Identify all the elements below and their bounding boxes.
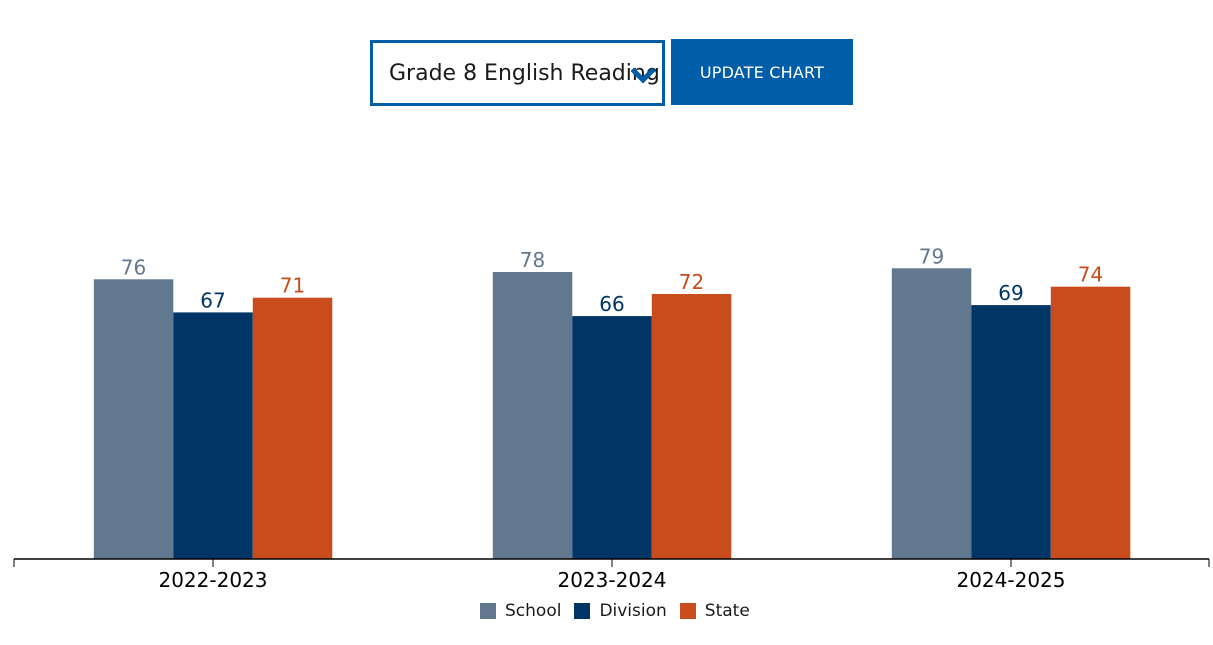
data-label: 74 [1078,263,1103,287]
legend-label: Division [599,601,667,621]
data-label: 78 [520,248,545,272]
chart-controls: Grade 8 English Reading UPDATE CHART [370,39,853,106]
bar-division-2023-2024 [572,316,652,559]
legend-item-division: Division [574,601,667,621]
subject-select[interactable]: Grade 8 English Reading [370,40,665,106]
legend-swatch [679,603,696,619]
legend-item-school: School [480,601,561,621]
legend-item-state: State [679,601,750,621]
bar-state-2024-2025 [1050,286,1131,559]
bar-division-2024-2025 [971,305,1051,559]
bar-division-2022-2023 [173,312,253,559]
data-label: 66 [599,292,624,316]
legend-swatch [574,603,591,619]
update-chart-button[interactable]: UPDATE CHART [671,39,853,105]
bar-school-2023-2024 [492,272,573,559]
bar-state-2023-2024 [651,294,732,559]
legend-label: School [505,601,562,621]
chevron-down-icon [631,67,655,84]
legend-label: State [704,601,750,621]
data-label: 69 [998,281,1023,305]
data-label: 72 [679,270,704,294]
chart-legend: School Division State [480,601,763,621]
data-label: 79 [919,244,944,268]
bar-state-2022-2023 [252,297,333,559]
data-label: 67 [200,288,225,312]
x-tick-label: 2023-2024 [557,568,666,592]
bar-school-2022-2023 [93,279,174,559]
data-label: 71 [280,274,305,298]
subject-select-value: Grade 8 English Reading [389,61,660,86]
bar-school-2024-2025 [891,268,972,559]
x-tick-label: 2024-2025 [956,568,1065,592]
legend-swatch [480,603,496,619]
data-label: 76 [121,255,146,279]
x-tick-label: 2022-2023 [158,568,267,592]
